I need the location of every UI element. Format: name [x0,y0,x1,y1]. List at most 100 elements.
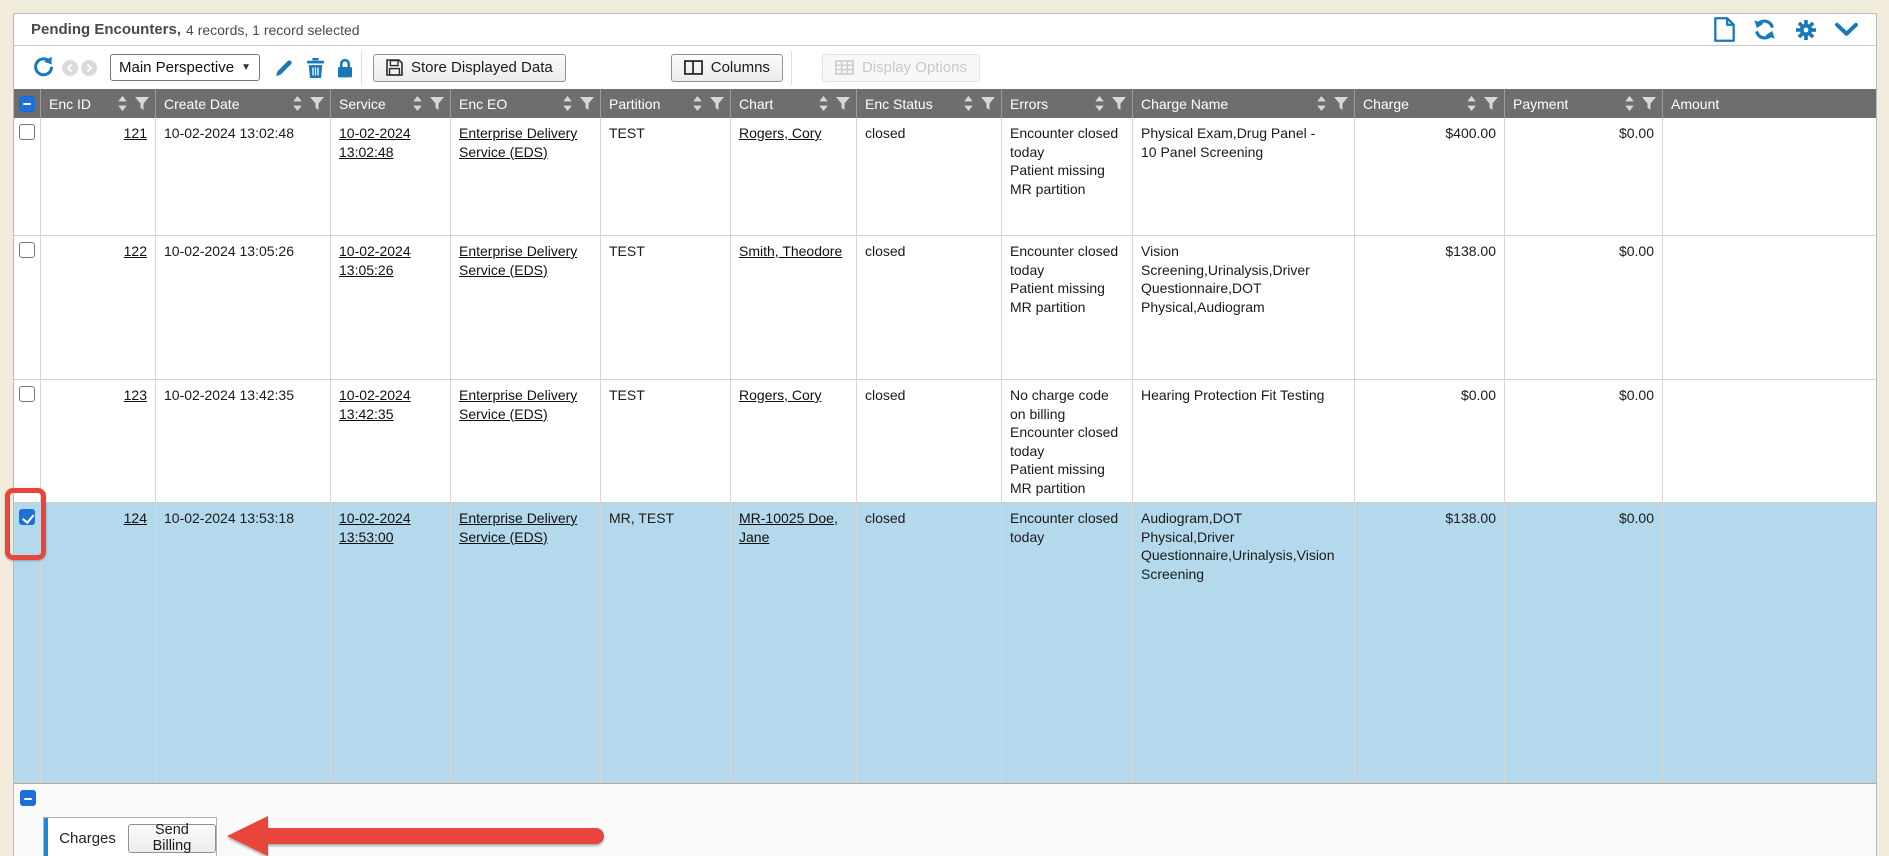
column-header-charge[interactable]: Charge [1355,89,1505,118]
cell-chart: MR-10025 Doe, Jane [731,503,857,782]
sort-icon[interactable] [1094,96,1105,111]
column-header-partition[interactable]: Partition [601,89,731,118]
titlebar: Pending Encounters, 4 records, 1 record … [14,14,1876,46]
sort-icon[interactable] [692,96,703,111]
next-circle-icon[interactable] [81,59,97,76]
cell-errors: Encounter closed today [1002,503,1133,782]
row-checkbox-checked[interactable] [19,509,35,525]
enc-eo-link[interactable]: Enterprise Delivery Service (EDS) [459,243,578,278]
footer-select-all-checkbox[interactable] [20,790,36,806]
table-row-selected[interactable]: 124 10-02-2024 13:53:18 10-02-2024 13:53… [14,503,1876,783]
table-row[interactable]: 122 10-02-2024 13:05:26 10-02-2024 13:05… [14,236,1876,380]
column-header-create-date[interactable]: Create Date [156,89,331,118]
enc-id-link[interactable]: 124 [123,510,147,526]
select-all-header-cell [14,89,41,118]
cell-partition: TEST [601,236,731,379]
sort-icon[interactable] [562,96,573,111]
filter-icon[interactable] [135,97,149,110]
toolbar-separator [790,50,792,85]
filter-icon[interactable] [580,97,594,110]
sort-icon[interactable] [1466,96,1477,111]
settings-gear-icon[interactable] [1794,18,1818,42]
cell-charge-name: Physical Exam,Drug Panel - 10 Panel Scre… [1133,118,1355,235]
filter-icon[interactable] [1334,97,1348,110]
column-header-errors[interactable]: Errors [1002,89,1133,118]
cell-payment: $0.00 [1505,503,1663,782]
collapse-chevron-icon[interactable] [1835,22,1858,37]
row-checkbox[interactable] [19,124,35,140]
lock-icon[interactable] [337,58,353,78]
columns-button[interactable]: Columns [670,53,783,82]
chart-link[interactable]: MR-10025 Doe, Jane [739,510,838,545]
charges-tab-label[interactable]: Charges [59,829,116,847]
sort-icon[interactable] [963,96,974,111]
prev-circle-icon[interactable] [62,59,78,76]
filter-icon[interactable] [1112,97,1126,110]
enc-eo-link[interactable]: Enterprise Delivery Service (EDS) [459,510,578,545]
cell-create-date: 10-02-2024 13:05:26 [156,236,331,379]
perspective-value: Main Perspective [119,59,235,76]
sort-icon[interactable] [1316,96,1327,111]
cell-enc-eo: Enterprise Delivery Service (EDS) [451,503,601,782]
row-checkbox[interactable] [19,386,35,402]
filter-icon[interactable] [836,97,850,110]
chart-link[interactable]: Rogers, Cory [739,125,822,141]
enc-eo-link[interactable]: Enterprise Delivery Service (EDS) [459,125,578,160]
table-row[interactable]: 121 10-02-2024 13:02:48 10-02-2024 13:02… [14,118,1876,236]
pencil-icon[interactable] [274,58,294,78]
column-header-amount[interactable]: Amount [1671,95,1720,112]
enc-eo-link[interactable]: Enterprise Delivery Service (EDS) [459,387,578,422]
chart-link[interactable]: Smith, Theodore [739,243,843,259]
refresh-icon[interactable] [1752,17,1777,42]
cell-partition: TEST [601,118,731,235]
column-header-chart[interactable]: Chart [731,89,857,118]
toolbar: Main Perspective ▼ Store Displayed Data … [14,46,1876,89]
sort-icon[interactable] [1624,96,1635,111]
select-all-checkbox[interactable] [19,95,35,112]
column-header-enc-status[interactable]: Enc Status [857,89,1002,118]
service-link[interactable]: 10-02-2024 13:53:00 [339,510,411,545]
sort-icon[interactable] [818,96,829,111]
cell-enc-id: 123 [41,380,156,502]
sort-icon[interactable] [117,96,128,111]
enc-id-link[interactable]: 122 [123,243,147,259]
column-header-payment[interactable]: Payment [1505,89,1663,118]
service-link[interactable]: 10-02-2024 13:42:35 [339,387,411,422]
filter-icon[interactable] [710,97,724,110]
filter-icon[interactable] [310,97,324,110]
table-row[interactable]: 123 10-02-2024 13:42:35 10-02-2024 13:42… [14,380,1876,503]
row-checkbox[interactable] [19,242,35,258]
cell-chart: Rogers, Cory [731,380,857,502]
filter-icon[interactable] [430,97,444,110]
perspective-select[interactable]: Main Perspective ▼ [110,54,260,81]
sort-icon[interactable] [412,96,423,111]
cell-charge-name: Audiogram,DOT Physical,Driver Questionna… [1133,503,1355,782]
row-checkbox-cell [14,236,41,379]
cell-service: 10-02-2024 13:42:35 [331,380,451,502]
undo-icon[interactable] [32,56,55,79]
column-header-enc-eo[interactable]: Enc EO [451,89,601,118]
cell-enc-id: 122 [41,236,156,379]
column-header-service[interactable]: Service [331,89,451,118]
table-header-row: Enc ID Create Date Service Enc EO Partit… [14,89,1876,118]
new-document-icon[interactable] [1714,17,1735,42]
pending-encounters-panel: Pending Encounters, 4 records, 1 record … [13,13,1877,856]
trash-icon[interactable] [307,57,324,78]
chart-link[interactable]: Rogers, Cory [739,387,822,403]
send-billing-button[interactable]: Send Billing [127,822,216,854]
cell-payment: $0.00 [1505,118,1663,235]
cell-charge: $138.00 [1355,503,1505,782]
enc-id-link[interactable]: 123 [123,387,147,403]
filter-icon[interactable] [1484,97,1498,110]
cell-payment: $0.00 [1505,380,1663,502]
service-link[interactable]: 10-02-2024 13:05:26 [339,243,411,278]
filter-icon[interactable] [981,97,995,110]
filter-icon[interactable] [1642,97,1656,110]
enc-id-link[interactable]: 121 [123,125,147,141]
store-displayed-data-button[interactable]: Store Displayed Data [373,53,566,82]
service-link[interactable]: 10-02-2024 13:02:48 [339,125,411,160]
column-header-charge-name[interactable]: Charge Name [1133,89,1355,118]
column-header-enc-id[interactable]: Enc ID [41,89,156,118]
sort-icon[interactable] [292,96,303,111]
cell-chart: Rogers, Cory [731,118,857,235]
